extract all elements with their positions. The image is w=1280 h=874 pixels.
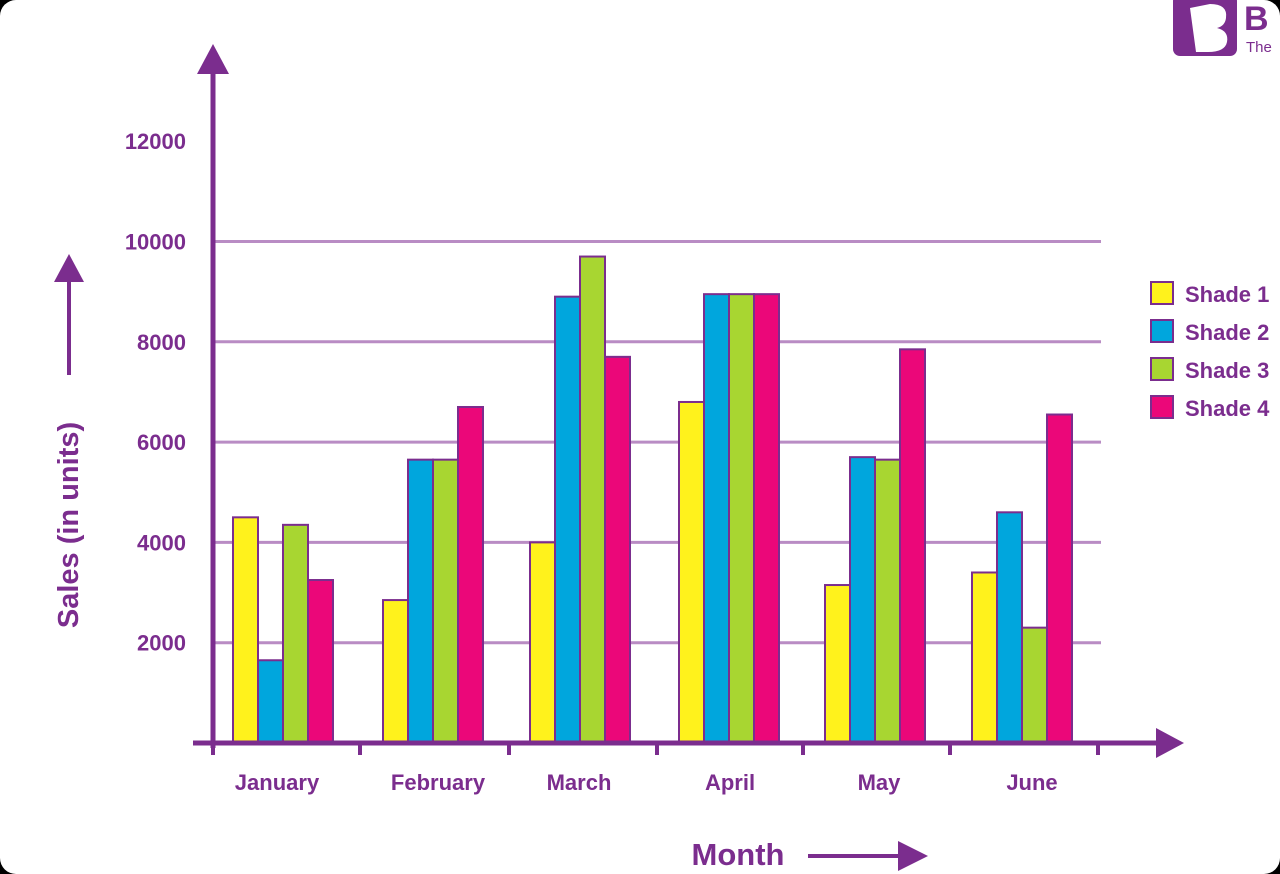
bar <box>753 293 780 744</box>
x-category-label: June <box>1006 770 1057 795</box>
bar <box>382 599 409 745</box>
bar <box>529 541 556 745</box>
x-category-label: January <box>235 770 320 795</box>
bar-group <box>971 413 1073 745</box>
bar <box>849 456 876 744</box>
bar <box>432 458 459 744</box>
y-axis-title: Sales (in units) <box>53 422 85 628</box>
legend-swatch <box>1150 395 1174 419</box>
x-axis-arrow <box>1156 728 1184 758</box>
bar <box>703 293 730 744</box>
legend-swatch <box>1150 357 1174 381</box>
bar <box>996 511 1023 744</box>
logo-tagline: The <box>1246 39 1272 56</box>
y-axis-arrow <box>197 44 229 74</box>
legend-item: Shade 1 <box>1150 281 1269 307</box>
y-tick-label: 6000 <box>137 430 186 455</box>
logo-b-shape <box>1190 4 1228 52</box>
x-axis-title: Month <box>692 837 785 872</box>
bar <box>457 405 484 744</box>
legend-label: Shade 2 <box>1185 320 1269 345</box>
bar <box>282 523 309 744</box>
legend-label: Shade 1 <box>1185 282 1269 307</box>
bar <box>678 400 705 744</box>
bar <box>874 458 901 744</box>
bar-group <box>529 255 631 745</box>
bar-group <box>382 405 484 745</box>
bar-group <box>678 293 780 744</box>
bar <box>407 458 434 744</box>
legend-item: Shade 4 <box>1150 395 1270 421</box>
y-title-arrow-head <box>54 254 84 282</box>
bar <box>824 584 851 745</box>
logo-letter: B <box>1244 0 1269 38</box>
legend: Shade 1 Shade 2 Shade 3 Shade 4 <box>1150 281 1270 421</box>
x-category-label: March <box>547 770 612 795</box>
y-tick-labels: 2000 4000 6000 8000 10000 12000 <box>125 129 186 656</box>
y-tick-label: 12000 <box>125 129 186 154</box>
bar-group <box>232 516 334 745</box>
x-category-label: February <box>391 770 486 795</box>
bar <box>728 293 755 744</box>
bar <box>579 255 606 744</box>
bar <box>1021 626 1048 745</box>
x-category-labels: January February March April May June <box>235 770 1058 795</box>
bar-group <box>824 348 926 745</box>
legend-label: Shade 4 <box>1185 396 1270 421</box>
grid-lines <box>213 240 1101 645</box>
x-title-arrow-head <box>898 841 928 871</box>
y-tick-label: 8000 <box>137 330 186 355</box>
bar <box>232 516 259 745</box>
bar <box>971 571 998 744</box>
bar <box>899 348 926 744</box>
bar <box>1046 413 1073 744</box>
y-tick-label: 4000 <box>137 530 186 555</box>
legend-item: Shade 3 <box>1150 357 1269 383</box>
bar <box>554 295 581 744</box>
axes <box>193 44 1184 758</box>
y-tick-label: 10000 <box>125 230 186 255</box>
bar <box>307 579 334 745</box>
legend-swatch <box>1150 319 1174 343</box>
y-tick-label: 2000 <box>137 631 186 656</box>
x-category-label: May <box>858 770 902 795</box>
x-category-label: April <box>705 770 755 795</box>
bar <box>604 355 631 744</box>
legend-swatch <box>1150 281 1174 305</box>
bars <box>232 255 1073 745</box>
bar <box>257 659 284 744</box>
y-axis-title-group: Sales (in units) <box>53 254 85 628</box>
legend-label: Shade 3 <box>1185 358 1269 383</box>
x-axis-title-group: Month <box>692 837 928 872</box>
logo: B The <box>1173 0 1272 56</box>
legend-item: Shade 2 <box>1150 319 1269 345</box>
